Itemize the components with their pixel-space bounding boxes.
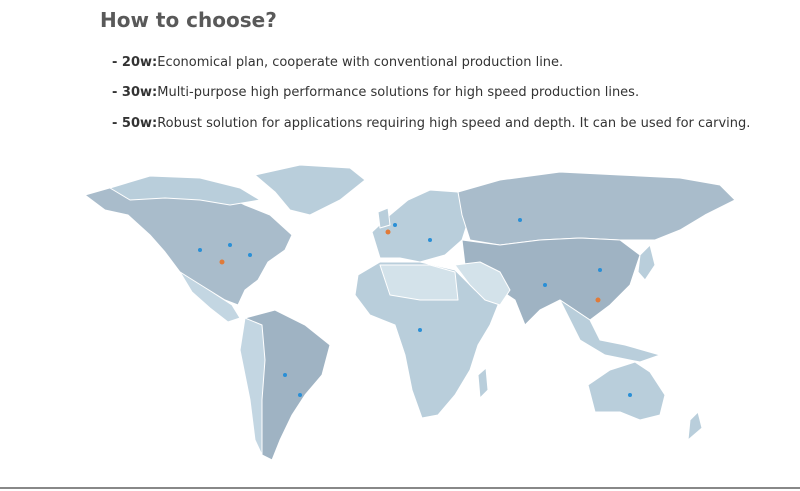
- map-highlights: [219, 229, 601, 303]
- madagascar: [477, 367, 489, 399]
- map-markers: [198, 218, 632, 397]
- option-text: Economical plan, cooperate with conventi…: [157, 55, 564, 70]
- sahara: [379, 264, 459, 301]
- divider: [0, 487, 800, 489]
- canada-north: [109, 175, 261, 206]
- option-label: - 50w:: [112, 116, 158, 131]
- new-zealand: [687, 411, 703, 441]
- russia: [457, 171, 736, 246]
- option: - 30w:Multi-purpose high performance sol…: [112, 85, 639, 100]
- uk: [377, 207, 391, 229]
- mexico: [179, 271, 241, 323]
- option: - 20w:Economical plan, cooperate with co…: [112, 55, 563, 70]
- australia: [587, 361, 666, 421]
- option-text: Robust solution for applications requiri…: [157, 116, 751, 131]
- south-america-west: [239, 317, 266, 456]
- southeast-asia: [559, 299, 661, 363]
- option-text: Multi-purpose high performance solutions…: [157, 85, 640, 100]
- greenland: [254, 164, 366, 216]
- title: How to choose?: [100, 8, 277, 32]
- option: - 50w:Robust solution for applications r…: [112, 116, 750, 131]
- africa: [354, 261, 501, 419]
- world-map: [84, 164, 736, 461]
- option-label: - 30w:: [112, 85, 158, 100]
- option-label: - 20w:: [112, 55, 158, 70]
- japan: [637, 244, 656, 281]
- middle-east: [454, 261, 511, 306]
